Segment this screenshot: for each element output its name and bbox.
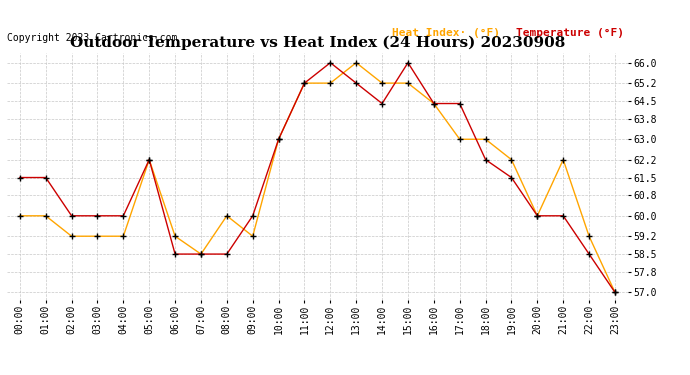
- Text: Copyright 2023 Cartronics.com: Copyright 2023 Cartronics.com: [7, 33, 177, 43]
- Text: Heat Index· (°F): Heat Index· (°F): [392, 28, 500, 38]
- Text: Temperature (°F): Temperature (°F): [516, 28, 624, 38]
- Title: Outdoor Temperature vs Heat Index (24 Hours) 20230908: Outdoor Temperature vs Heat Index (24 Ho…: [70, 36, 565, 50]
